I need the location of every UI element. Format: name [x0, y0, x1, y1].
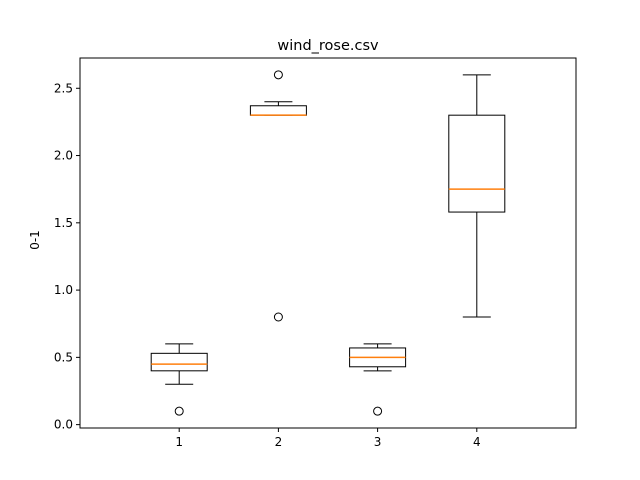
- outlier-point: [273, 70, 283, 80]
- outlier-point: [273, 312, 283, 322]
- y-tick-label: 0.0: [54, 418, 73, 432]
- chart-title: wind_rose.csv: [277, 38, 379, 54]
- box-iqr: [448, 114, 506, 213]
- y-tick-label: 1.0: [54, 283, 73, 297]
- box-iqr: [150, 352, 208, 372]
- box-iqr: [249, 105, 307, 116]
- outlier-point: [174, 406, 184, 416]
- x-tick-label: 4: [473, 435, 481, 449]
- plot-area: 0.0 0.5 1.0 1.5 2.0 2.5 1 2 3 4: [54, 70, 506, 449]
- y-axis-label: 0-1: [28, 230, 42, 250]
- y-tick-label: 2.0: [54, 149, 73, 163]
- y-tick-label: 0.5: [54, 350, 73, 364]
- x-tick-label: 3: [374, 435, 382, 449]
- x-tick-label: 1: [175, 435, 183, 449]
- axes-frame: [79, 57, 577, 429]
- y-tick-label: 1.5: [54, 216, 73, 230]
- x-tick-label: 2: [275, 435, 283, 449]
- outlier-point: [373, 406, 383, 416]
- y-tick-label: 2.5: [54, 81, 73, 95]
